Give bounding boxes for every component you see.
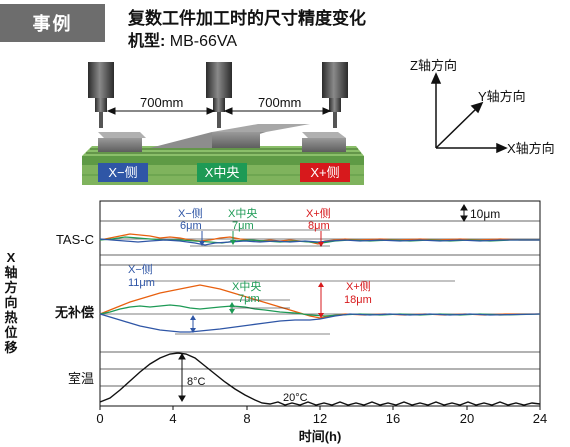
workpiece-center [150, 124, 310, 148]
none-ann-center-label: X中央 [232, 280, 261, 293]
workpiece-left [98, 132, 146, 152]
x-tick-24: 24 [533, 411, 547, 426]
tas-ann-plus-label: X+侧 [306, 207, 331, 220]
scale-bar [460, 204, 468, 222]
tas-markers [190, 229, 330, 247]
x-axis-dir-label: X轴方向 [507, 141, 555, 156]
model-value: MB-66VA [169, 33, 238, 50]
tas-ann-minus-value: 6μm [180, 220, 202, 232]
chart-area: TAS-C 无补偿 室温 10μm [54, 200, 547, 444]
x-ticks [99, 406, 541, 410]
tas-trace-blue [99, 238, 540, 246]
spacing-right-label: 700mm [258, 95, 301, 110]
none-markers [145, 280, 455, 335]
tas-ann-center-value: 7μm [232, 220, 254, 232]
spindle-right [322, 62, 348, 128]
x-axis-title: 时间(h) [299, 429, 342, 444]
temp-trace [99, 352, 541, 406]
position-label-center: X中央 [205, 165, 240, 180]
none-ann-plus-value: 18μm [344, 294, 372, 306]
position-label-box-right [300, 163, 350, 182]
axes-diagram [430, 72, 508, 154]
spacing-left-label: 700mm [140, 95, 183, 110]
y-axis-title: X轴方向热位移 [4, 250, 18, 355]
model-line: 机型: MB-66VA [128, 27, 237, 51]
position-label-box-left [98, 163, 148, 182]
scale-bar-label: 10μm [470, 207, 500, 221]
x-tick-20: 20 [460, 411, 474, 426]
figure-title: 复数工件加工时的尺寸精度变化 [128, 9, 366, 28]
tas-ann-plus-value: 8μm [308, 220, 330, 232]
none-ann-minus-value: 11μm [128, 277, 155, 289]
x-tick-8: 8 [243, 411, 250, 426]
none-ann-center-value: 7μm [238, 293, 260, 305]
case-tag: 事例 [0, 4, 105, 42]
spindle-left [88, 62, 114, 128]
row-label-temp: 室温 [68, 371, 94, 386]
position-label-right: X+侧 [310, 165, 339, 180]
none-ann-plus-label: X+侧 [346, 280, 371, 293]
workpiece-right [302, 132, 346, 152]
tas-ann-minus-label: X−侧 [178, 207, 203, 220]
temp-base-label: 20°C [283, 392, 308, 404]
none-traces [99, 284, 541, 333]
none-ann-minus-label: X−侧 [128, 263, 153, 276]
temp-rise-marker [178, 353, 186, 402]
x-tick-4: 4 [169, 411, 176, 426]
machine-diagram: 700mm 700mm [82, 62, 364, 185]
grid-lines [100, 220, 540, 387]
row-label-none: 无补偿 [54, 305, 94, 320]
x-tick-16: 16 [386, 411, 400, 426]
position-label-box-center [197, 163, 247, 182]
position-label-left: X−侧 [108, 165, 137, 180]
z-axis-label: Z轴方向 [410, 58, 457, 73]
tas-traces [99, 233, 540, 246]
model-label: 机型: [128, 33, 166, 50]
none-trace-blue [99, 313, 541, 333]
tas-ann-center-label: X中央 [228, 207, 257, 220]
spindle-center [206, 62, 232, 128]
row-label-tas: TAS-C [56, 232, 94, 247]
x-tick-12: 12 [313, 411, 327, 426]
temp-rise-label: 8°C [187, 376, 206, 388]
dimension-arrows [106, 107, 332, 115]
x-tick-0: 0 [96, 411, 103, 426]
y-axis-dir-label: Y轴方向 [478, 89, 526, 104]
